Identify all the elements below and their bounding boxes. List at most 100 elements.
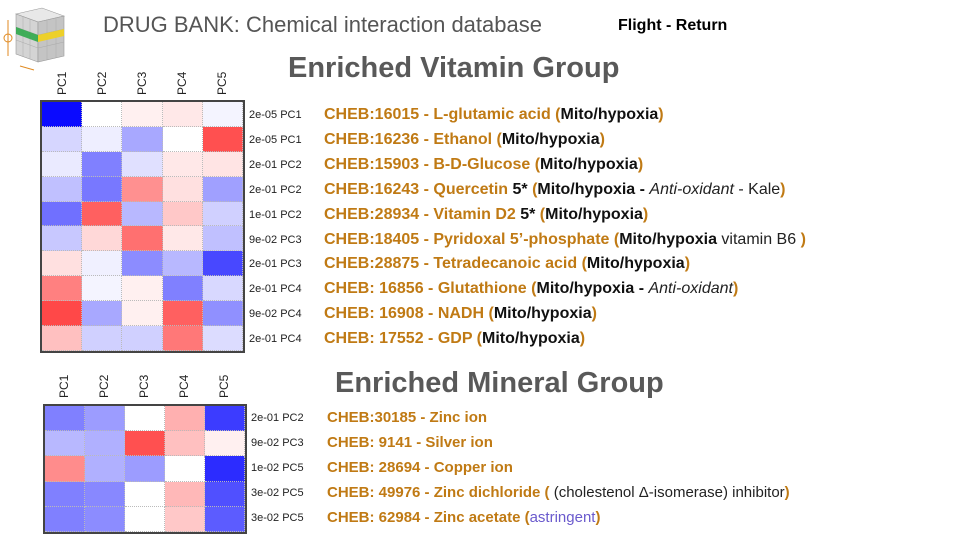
row-pvalue: 2e-01 PC3: [249, 258, 302, 271]
row-pvalue: 2e-05 PC1: [249, 133, 302, 146]
compound-entry: CHEB:15903 - B-D-Glucose (Mito/hypoxia): [324, 156, 643, 174]
heatmap-cell: [165, 406, 205, 432]
mineral-heatmap: [43, 404, 247, 534]
entry-text-part: (cholestenol Δ-isomerase) inhibitor: [553, 484, 785, 501]
heatmap-cell: [202, 126, 243, 152]
entry-text-part: Mito/hypoxia: [540, 155, 638, 173]
row-pvalue: 9e-02 PC3: [251, 437, 304, 449]
compound-entry: CHEB:30185 - Zinc ion: [327, 409, 487, 426]
entry-text-part: Mito/hypoxia: [545, 205, 643, 223]
heatmap-cell: [202, 326, 243, 351]
heatmap-cell: [162, 151, 203, 177]
entry-text-part: 5*: [520, 205, 536, 223]
entry-text-part: (: [527, 180, 538, 198]
row-pvalue: 1e-01 PC2: [249, 208, 302, 221]
heatmap-cell: [122, 201, 163, 227]
heatmap-cell: [82, 176, 123, 202]
entry-text-part: 5*: [512, 180, 528, 198]
heatmap-cell: [205, 431, 245, 457]
heatmap-cell: [42, 226, 83, 252]
heatmap-cell: [202, 176, 243, 202]
logo-cube-icon: [2, 0, 70, 72]
heatmap-cell: [205, 506, 245, 532]
heatmap-cell: [45, 506, 85, 532]
row-pvalue: 2e-05 PC1: [249, 109, 302, 121]
entry-text-part: (: [535, 205, 546, 223]
heatmap-cell: [202, 301, 243, 327]
row-pvalue: 2e-01 PC4: [249, 333, 302, 346]
entry-text-part: CHEB: 17552 - GDP (: [324, 330, 482, 348]
entry-text-part: ): [595, 509, 601, 526]
column-label-pc2: PC2: [95, 71, 109, 95]
entry-text-part: ): [684, 255, 691, 273]
heatmap-cell: [82, 326, 123, 351]
heatmap-cell: [125, 506, 165, 532]
heatmap-cell: [122, 326, 163, 351]
entry-text-part: ): [784, 484, 790, 501]
row-pvalue: 3e-02 PC5: [251, 512, 304, 524]
heatmap-cell: [125, 481, 165, 507]
entry-text-part: astringent: [529, 509, 596, 526]
compound-entry: CHEB:18405 - Pyridoxal 5’-phosphate (Mit…: [324, 231, 806, 249]
heatmap-cell: [42, 102, 83, 127]
entry-text-part: CHEB: 49976 - Zinc dichloride (: [327, 484, 554, 501]
entry-text-part: vitamin B6: [716, 230, 801, 248]
heatmap-cell: [42, 151, 83, 177]
heatmap-cell: [85, 431, 125, 457]
heatmap-cell: [122, 226, 163, 252]
compound-entry: CHEB: 9141 - Silver ion: [327, 434, 493, 451]
row-pvalue: 3e-02 PC5: [251, 487, 304, 499]
heatmap-cell: [162, 301, 203, 327]
heatmap-cell: [202, 151, 243, 177]
row-pvalue: 9e-02 PC4: [249, 308, 302, 321]
heatmap-cell: [205, 406, 245, 432]
heatmap-cell: [162, 201, 203, 227]
mineral-section-title: Enriched Mineral Group: [335, 367, 664, 399]
compound-entry: CHEB:28875 - Tetradecanoic acid (Mito/hy…: [324, 255, 690, 273]
heatmap-cell: [165, 506, 205, 532]
entry-text-part: CHEB:16236 - Ethanol (: [324, 130, 502, 148]
heatmap-cell: [45, 406, 85, 432]
heatmap-cell: [45, 481, 85, 507]
heatmap-cell: [82, 102, 123, 127]
heatmap-cell: [162, 126, 203, 152]
heatmap-cell: [162, 251, 203, 277]
column-label-pc3: PC3: [137, 374, 151, 398]
entry-text-part: ): [642, 205, 649, 223]
heatmap-cell: [42, 326, 83, 351]
entry-text-part: Mito/hypoxia: [481, 330, 580, 348]
heatmap-cell: [122, 276, 163, 302]
heatmap-cell: [82, 201, 123, 227]
heatmap-cell: [122, 151, 163, 177]
column-label-pc1: PC1: [57, 374, 71, 398]
compound-entry: CHEB:16236 - Ethanol (Mito/hypoxia): [324, 131, 605, 149]
heatmap-cell: [42, 201, 83, 227]
heatmap-cell: [82, 251, 123, 277]
entry-text-part: ): [732, 280, 739, 298]
row-pvalue: 2e-01 PC4: [249, 283, 302, 296]
entry-text-part: CHEB: 16908 - NADH (: [324, 305, 494, 323]
flight-label: Flight - Return: [618, 17, 728, 34]
heatmap-cell: [122, 176, 163, 202]
entry-text-part: ): [658, 106, 664, 123]
heatmap-cell: [85, 506, 125, 532]
vitamin-section-title: Enriched Vitamin Group: [288, 52, 620, 84]
heatmap-cell: [165, 431, 205, 457]
heatmap-cell: [122, 301, 163, 327]
compound-entry: CHEB:16015 - L-glutamic acid (Mito/hypox…: [324, 106, 664, 124]
heatmap-cell: [205, 456, 245, 482]
heatmap-cell: [82, 301, 123, 327]
column-label-pc5: PC5: [215, 71, 229, 95]
entry-text-part: ): [637, 155, 644, 173]
row-pvalue: 1e-02 PC5: [251, 462, 304, 474]
heatmap-cell: [202, 226, 243, 252]
row-pvalue: 2e-01 PC2: [251, 412, 304, 424]
heatmap-cell: [122, 126, 163, 152]
row-pvalue: 2e-01 PC2: [249, 183, 302, 196]
heatmap-cell: [125, 431, 165, 457]
heatmap-cell: [82, 226, 123, 252]
row-pvalue: 2e-01 PC2: [249, 158, 302, 171]
heatmap-cell: [82, 151, 123, 177]
row-pvalue: 9e-02 PC3: [249, 233, 302, 246]
heatmap-cell: [162, 326, 203, 351]
